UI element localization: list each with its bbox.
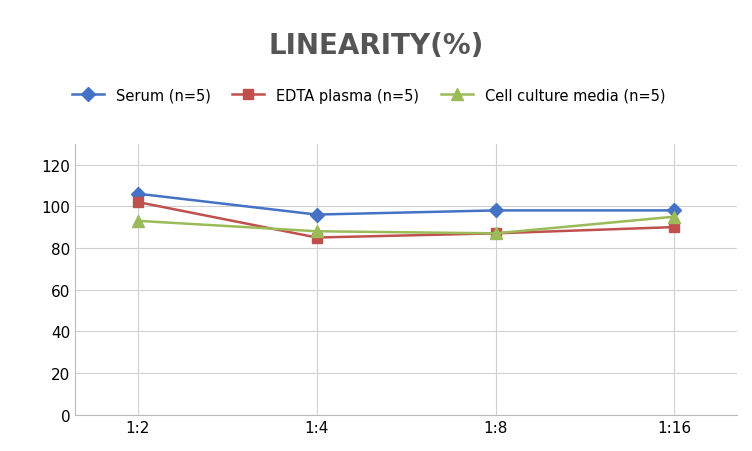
EDTA plasma (n=5)	[133, 200, 142, 205]
Cell culture media (n=5)	[312, 229, 321, 235]
Line: EDTA plasma (n=5): EDTA plasma (n=5)	[133, 198, 679, 243]
Serum (n=5)	[491, 208, 500, 214]
EDTA plasma (n=5)	[312, 235, 321, 241]
EDTA plasma (n=5)	[670, 225, 679, 230]
Cell culture media (n=5)	[491, 231, 500, 236]
Line: Serum (n=5): Serum (n=5)	[133, 189, 679, 220]
Serum (n=5)	[312, 212, 321, 218]
Line: Cell culture media (n=5): Cell culture media (n=5)	[132, 212, 680, 239]
Cell culture media (n=5)	[133, 219, 142, 224]
EDTA plasma (n=5)	[491, 231, 500, 236]
Serum (n=5)	[133, 192, 142, 197]
Text: LINEARITY(%): LINEARITY(%)	[268, 32, 484, 60]
Cell culture media (n=5)	[670, 215, 679, 220]
Legend: Serum (n=5), EDTA plasma (n=5), Cell culture media (n=5): Serum (n=5), EDTA plasma (n=5), Cell cul…	[68, 84, 669, 108]
Serum (n=5)	[670, 208, 679, 214]
